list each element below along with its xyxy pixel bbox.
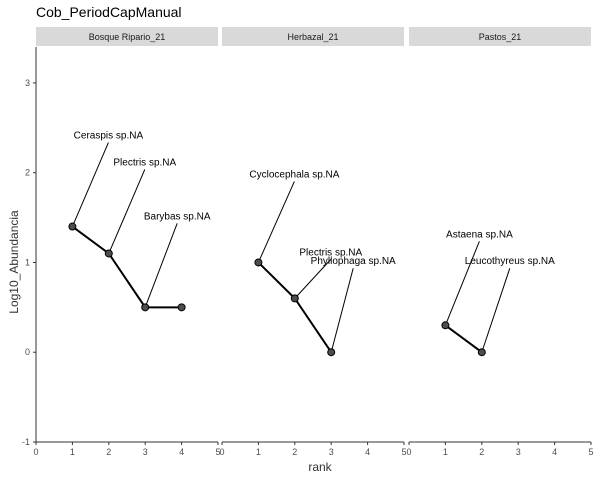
x-axis-title: rank [308, 460, 332, 474]
point-label: Ceraspis sp.NA [74, 131, 144, 142]
facet-strip-label: Pastos_21 [479, 32, 522, 42]
facet-panel: Pastos_21 0 1 2 3 4 5 Astaena sp.NA Leucothyreus… [406, 27, 594, 457]
point-label: Barybas sp.NA [144, 211, 211, 222]
point-label: Leucothyreus sp.NA [465, 256, 555, 267]
data-point [141, 303, 150, 312]
x-tick-label: 0 [406, 447, 411, 457]
label-leader-line [444, 241, 480, 326]
x-tick-label: 2 [292, 447, 297, 457]
data-point [441, 321, 450, 330]
x-tick-label: 4 [552, 447, 557, 457]
y-tick-label: 0 [25, 347, 30, 357]
series-line [444, 324, 483, 354]
chart-title: Cob_PeriodCapManual [36, 4, 182, 20]
x-tick-label: 1 [70, 447, 75, 457]
facet-strip [36, 27, 218, 46]
y-tick-label: 1 [25, 257, 30, 267]
x-tick-label: 4 [179, 447, 184, 457]
x-tick-label: 3 [516, 447, 521, 457]
y-tick-label: 3 [25, 78, 30, 88]
series-line [71, 225, 182, 309]
x-tick-label: 1 [443, 447, 448, 457]
data-point [327, 348, 336, 357]
facet-strip [222, 27, 404, 46]
label-leader-line [144, 223, 178, 308]
x-tick-label: 5 [401, 447, 406, 457]
y-tick-label: -1 [22, 437, 30, 447]
series-line [257, 261, 333, 353]
x-tick-label: 3 [143, 447, 148, 457]
x-tick-label: 2 [479, 447, 484, 457]
facet-strip-label: Bosque Ripario_21 [89, 32, 166, 42]
x-tick-label: 3 [329, 447, 334, 457]
data-point [254, 258, 263, 267]
x-tick-label: 0 [219, 447, 224, 457]
label-leader-line [257, 181, 295, 263]
data-point [290, 294, 299, 303]
data-point [68, 222, 77, 231]
data-point [477, 348, 486, 357]
facet-strip [409, 27, 591, 46]
y-axis-title: Log10_Abundancia [7, 210, 21, 314]
facet-strip-label: Herbazal_21 [287, 32, 338, 42]
label-leader-line [71, 142, 109, 227]
point-label: Plectris sp.NA [113, 157, 176, 168]
point-label: Astaena sp.NA [446, 229, 513, 240]
point-label: Cyclocephala sp.NA [249, 169, 339, 180]
x-tick-label: 1 [256, 447, 261, 457]
label-leader-line [481, 268, 511, 353]
facet-panel: Herbazal_21 0 1 2 3 4 5 Cyclocephala sp.NA Plect… [219, 27, 407, 457]
point-label: Plectris sp.NA [299, 247, 362, 258]
label-leader-line [108, 169, 146, 254]
x-tick-label: 4 [365, 447, 370, 457]
x-tick-label: 5 [215, 447, 220, 457]
data-point [104, 249, 113, 258]
x-tick-label: 0 [33, 447, 38, 457]
y-tick-label: 2 [25, 168, 30, 178]
x-tick-label: 2 [106, 447, 111, 457]
label-leader-line [330, 268, 354, 353]
data-point [177, 303, 186, 312]
label-leader-line [294, 259, 332, 299]
x-tick-label: 5 [588, 447, 593, 457]
point-label: Phyllophaga sp.NA [311, 256, 396, 267]
